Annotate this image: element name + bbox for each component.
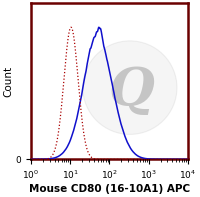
Circle shape [83, 41, 177, 134]
Y-axis label: Count: Count [3, 66, 13, 97]
X-axis label: Mouse CD80 (16-10A1) APC: Mouse CD80 (16-10A1) APC [29, 184, 190, 193]
Text: Q: Q [108, 65, 154, 116]
